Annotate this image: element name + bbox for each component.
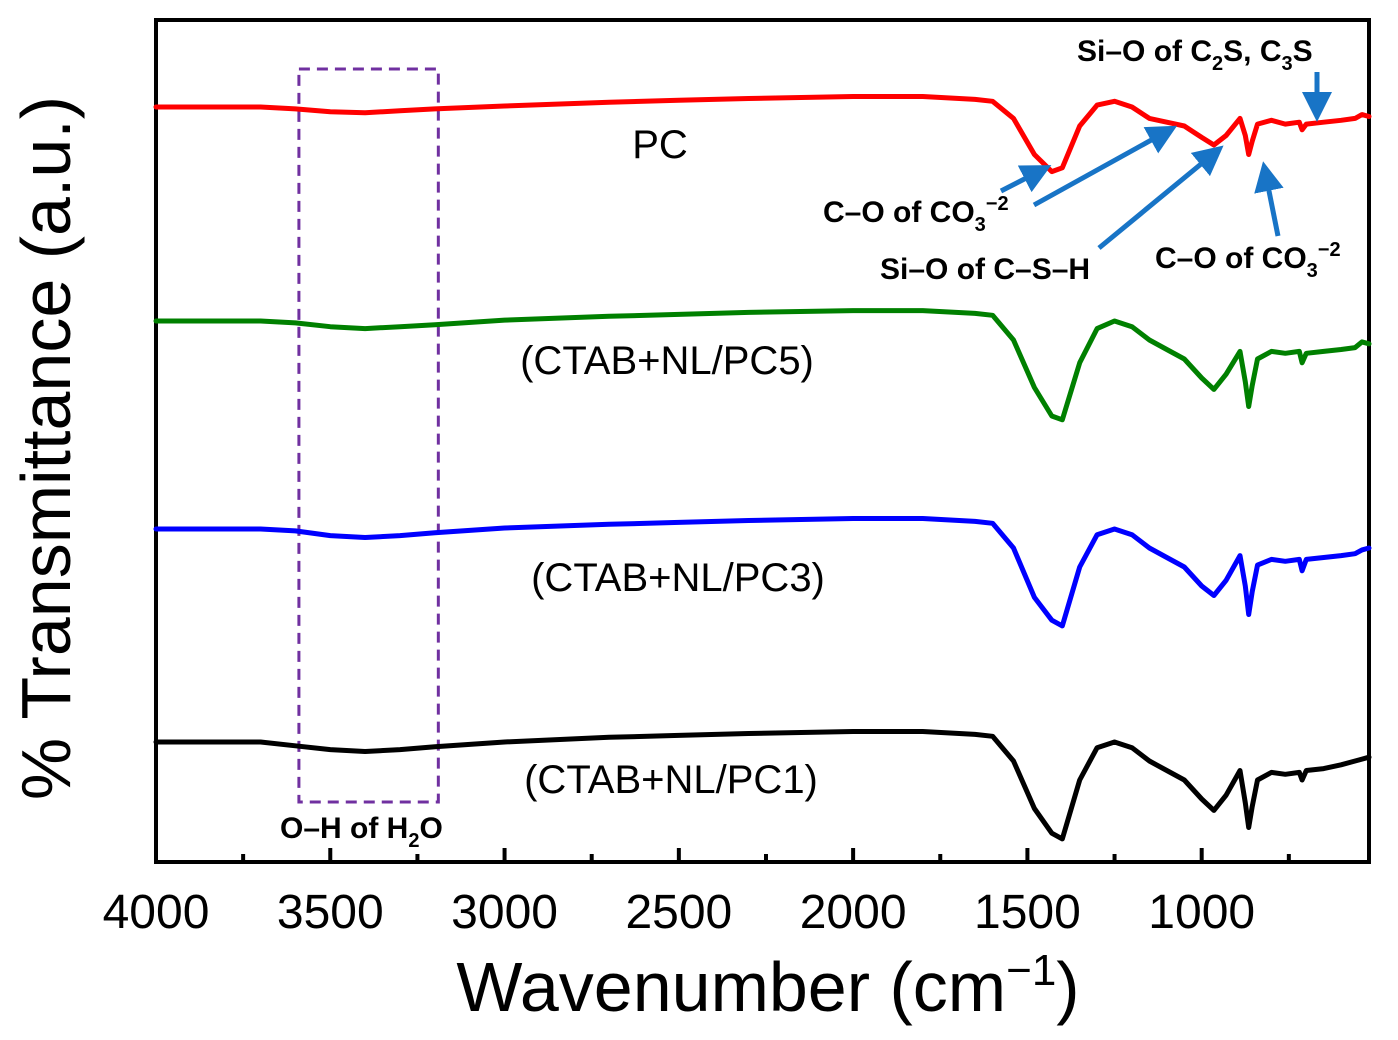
series-line-1 xyxy=(153,94,1372,175)
series-label-pc: PC xyxy=(632,123,688,167)
series-line-3 xyxy=(153,516,1372,629)
x-tick-label: 3500 xyxy=(277,886,384,939)
x-tick-label: 3000 xyxy=(451,886,558,939)
plot-frame xyxy=(154,18,1371,864)
arrow-co3-b xyxy=(1254,161,1284,237)
annotation-oh: O–H of H2O xyxy=(280,812,443,852)
x-tick-label: 1000 xyxy=(1148,886,1255,939)
annotation-sio-c2s-c3s: Si–O of C2S, C3S xyxy=(1077,35,1313,75)
series-curves xyxy=(153,94,1372,842)
arrow-co3-a-2 xyxy=(1032,125,1178,208)
x-axis-title: Wavenumber (cm−1) xyxy=(456,946,1079,1026)
series-label-pc5: (CTAB+NL/PC5) xyxy=(520,339,814,383)
arrow-csh xyxy=(1097,145,1224,250)
annotation-csh: Si–O of C–S–H xyxy=(880,253,1090,286)
x-tick-label: 2000 xyxy=(800,886,907,939)
series-label-pc1: (CTAB+NL/PC1) xyxy=(524,758,818,802)
y-axis-title: % Transmittance (a.u.) xyxy=(7,96,85,800)
x-tick-label: 2500 xyxy=(625,886,732,939)
x-axis-ticks xyxy=(154,848,1291,862)
x-tick-label: 1500 xyxy=(974,886,1081,939)
arrow-co3-a-1 xyxy=(999,165,1052,194)
annotation-arrows xyxy=(999,72,1332,250)
x-tick-label: 4000 xyxy=(103,886,210,939)
series-line-2 xyxy=(153,308,1372,423)
x-axis-tick-labels: 4000 3500 3000 2500 2000 1500 1000 xyxy=(103,886,1255,939)
annotation-co3-a: C–O of CO3−2 xyxy=(823,193,1009,236)
series-line-4 xyxy=(153,729,1372,842)
series-label-pc3: (CTAB+NL/PC3) xyxy=(531,556,825,600)
oh-region-box xyxy=(297,67,440,804)
annotation-co3-b: C–O of CO3−2 xyxy=(1155,239,1341,282)
